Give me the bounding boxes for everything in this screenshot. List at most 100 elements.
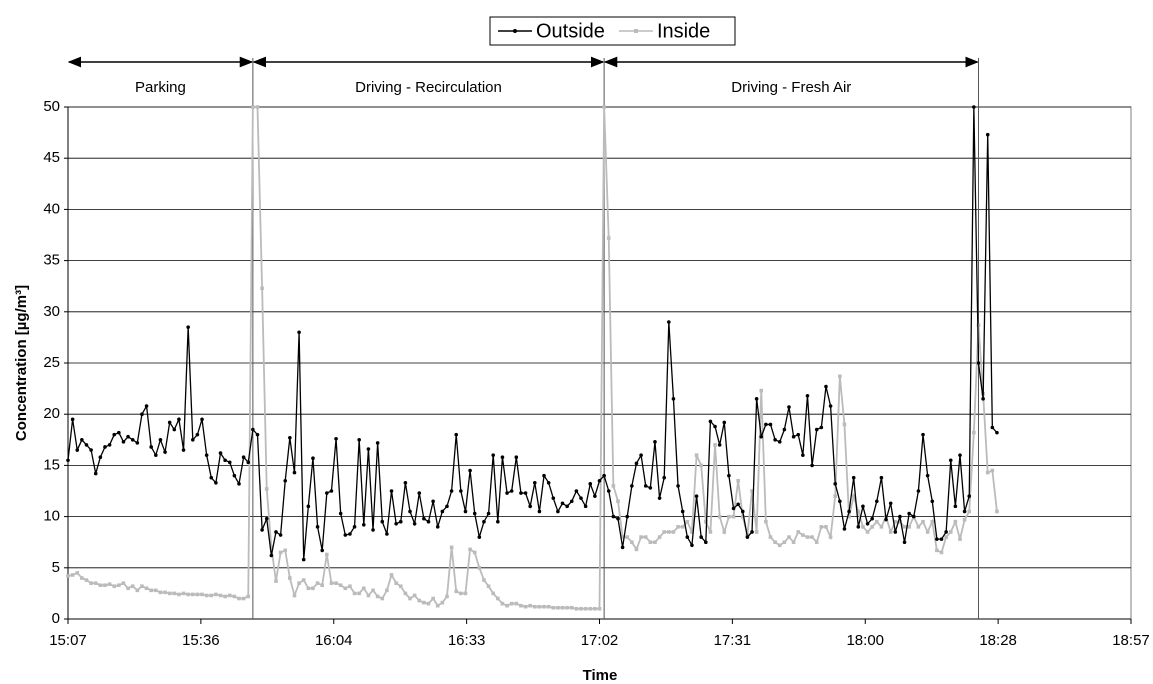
- point: [232, 594, 237, 599]
- legend-label: Inside: [657, 20, 710, 42]
- point: [477, 535, 482, 539]
- point: [935, 548, 939, 553]
- point: [482, 519, 486, 524]
- point: [130, 584, 135, 589]
- point: [662, 475, 667, 480]
- point: [819, 425, 824, 430]
- point: [311, 456, 315, 461]
- point: [754, 530, 759, 534]
- point: [791, 540, 796, 544]
- point: [292, 593, 297, 598]
- point: [680, 525, 685, 529]
- point: [838, 374, 842, 379]
- point: [939, 550, 944, 555]
- point: [597, 478, 602, 483]
- point: [888, 501, 893, 506]
- y-axis-title: Concentration [µg/m³]: [13, 285, 30, 441]
- point: [431, 596, 435, 601]
- point: [107, 443, 112, 447]
- point: [634, 461, 639, 466]
- point: [361, 522, 366, 527]
- point: [750, 489, 754, 493]
- point: [639, 535, 643, 539]
- point: [958, 537, 962, 541]
- point: [84, 443, 89, 447]
- point: [181, 448, 186, 452]
- point: [431, 499, 435, 504]
- point: [181, 591, 186, 596]
- point: [833, 482, 838, 486]
- point: [569, 605, 574, 610]
- point: [306, 504, 311, 509]
- point: [121, 581, 126, 585]
- point: [348, 584, 352, 589]
- point: [768, 535, 773, 539]
- point: [680, 509, 685, 514]
- point: [505, 603, 509, 608]
- point: [486, 511, 491, 516]
- point: [195, 432, 200, 437]
- point: [740, 514, 745, 519]
- point: [227, 593, 232, 598]
- point: [459, 591, 463, 596]
- point: [972, 105, 976, 109]
- point: [403, 481, 408, 485]
- point: [671, 397, 676, 401]
- point: [704, 540, 708, 544]
- point: [833, 494, 838, 498]
- point: [565, 605, 569, 610]
- point: [717, 443, 722, 447]
- point: [417, 491, 422, 495]
- point: [66, 458, 70, 463]
- point: [218, 593, 223, 598]
- point: [625, 514, 630, 519]
- point: [482, 578, 486, 582]
- point: [237, 596, 241, 601]
- point: [177, 592, 181, 597]
- point: [819, 525, 824, 529]
- point: [496, 519, 500, 524]
- point: [435, 525, 440, 529]
- point: [861, 504, 865, 509]
- point: [204, 453, 209, 457]
- point: [361, 586, 366, 591]
- point: [542, 473, 546, 478]
- point: [667, 530, 671, 534]
- point: [274, 579, 278, 583]
- point: [486, 584, 491, 589]
- point: [648, 486, 653, 490]
- y-tick-label: 20: [43, 405, 60, 422]
- point: [297, 330, 301, 335]
- point: [745, 535, 750, 539]
- y-tick-label: 0: [52, 610, 60, 627]
- point: [606, 236, 611, 240]
- point: [759, 388, 764, 393]
- y-tick-label: 30: [43, 303, 60, 320]
- point: [186, 325, 190, 329]
- legend-label: Outside: [536, 20, 605, 42]
- point: [445, 504, 449, 509]
- point: [676, 484, 680, 488]
- point: [630, 540, 634, 544]
- y-tick-label: 50: [43, 98, 60, 115]
- point: [472, 511, 477, 516]
- point: [371, 528, 375, 532]
- point: [167, 420, 172, 425]
- point: [315, 581, 320, 585]
- point: [214, 592, 218, 597]
- point: [777, 440, 782, 444]
- point: [653, 540, 657, 544]
- point: [140, 584, 144, 589]
- point: [514, 601, 519, 606]
- point: [875, 499, 879, 504]
- point: [935, 537, 939, 541]
- point: [117, 430, 121, 435]
- point: [301, 578, 306, 582]
- point: [274, 530, 278, 534]
- point: [953, 519, 958, 524]
- point: [394, 521, 398, 526]
- point: [824, 384, 828, 389]
- point: [708, 530, 713, 534]
- point: [380, 519, 385, 524]
